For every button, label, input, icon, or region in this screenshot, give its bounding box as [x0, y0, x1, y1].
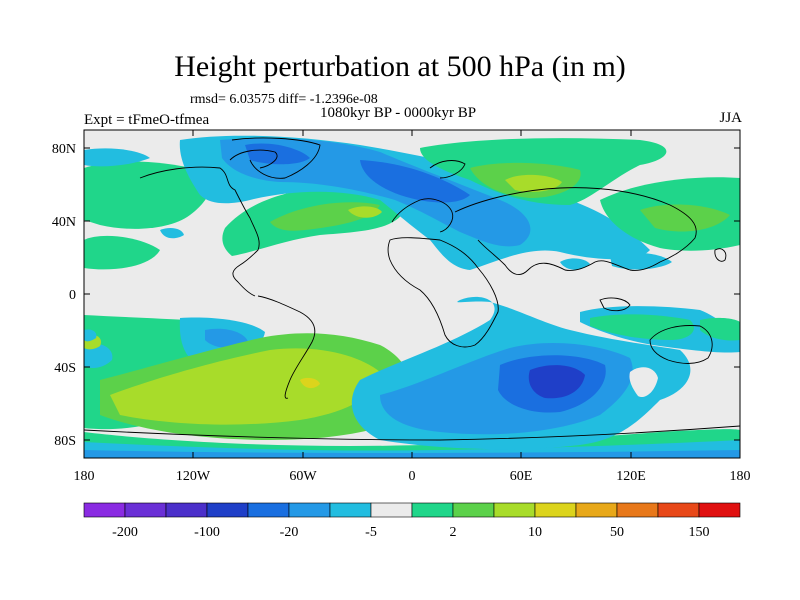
colorbar-swatch — [165, 502, 208, 518]
lon-label-60e: 60E — [510, 469, 533, 484]
contour-region — [560, 258, 590, 270]
colorbar-swatch — [370, 502, 413, 518]
contour-region — [84, 343, 113, 368]
colorbar-swatch — [288, 502, 331, 518]
lon-label-60w: 60W — [289, 469, 317, 484]
colorbar-swatch — [698, 502, 741, 518]
contour-region — [348, 206, 382, 218]
contour-field — [84, 130, 740, 458]
lon-label-120w: 120W — [176, 469, 211, 484]
contour-region — [300, 377, 320, 389]
longitude-axis — [83, 130, 741, 458]
colorbar-swatch — [575, 502, 618, 518]
colorbar-swatch — [329, 502, 372, 518]
colorbar-label: -20 — [280, 525, 299, 540]
colorbar-swatch — [493, 502, 536, 518]
lat-label-40s: 40S — [54, 361, 76, 376]
lat-label-0: 0 — [69, 288, 76, 303]
contour-region — [84, 329, 97, 342]
lat-label-80s: 80S — [54, 434, 76, 449]
colorbar-swatch — [657, 502, 700, 518]
latitude-axis — [84, 147, 740, 441]
lon-label-0: 0 — [409, 469, 416, 484]
season-label: JJA — [719, 110, 742, 126]
plot-title: Height perturbation at 500 hPa (in m) — [174, 50, 626, 83]
colorbar-swatch — [452, 502, 495, 518]
contour-region — [84, 235, 160, 270]
coastlines — [84, 137, 740, 441]
contour-region — [205, 328, 248, 348]
colorbar-swatch — [616, 502, 659, 518]
colorbar-swatch — [247, 502, 290, 518]
colorbar-label: -200 — [112, 525, 138, 540]
colorbar-swatch — [206, 502, 249, 518]
colorbar-swatch — [124, 502, 167, 518]
contour-region — [160, 227, 184, 239]
lon-label-180w: 180 — [74, 469, 95, 484]
colorbar-swatch — [534, 502, 577, 518]
colorbar-label: 50 — [610, 525, 624, 540]
experiment-label: Expt = tFmeO-tfmea — [84, 112, 210, 128]
colorbar-swatch — [411, 502, 454, 518]
colorbar-label: 150 — [689, 525, 710, 540]
lat-label-80n: 80N — [52, 142, 76, 157]
colorbar-label: -5 — [365, 525, 377, 540]
contour-region — [590, 314, 694, 340]
contour-region — [640, 204, 730, 232]
contour-region — [110, 348, 380, 425]
lon-label-180e: 180 — [730, 469, 751, 484]
colorbar-label: 10 — [528, 525, 542, 540]
period-label: 1080kyr BP - 0000kyr BP — [320, 105, 477, 121]
contour-region — [84, 161, 211, 229]
contour-region — [360, 160, 470, 203]
contour-region — [610, 252, 672, 270]
lat-label-40n: 40N — [52, 215, 76, 230]
contour-region — [245, 143, 310, 165]
contour-region — [528, 365, 585, 399]
contour-region — [84, 148, 150, 167]
colorbar-swatch — [83, 502, 126, 518]
colorbar: -200 -100 -20 -5 2 10 50 150 — [83, 502, 741, 540]
contour-region — [629, 367, 658, 398]
contour-region — [505, 174, 562, 192]
rmsd-stats: rmsd= 6.03575 diff= -1.2396e-08 — [190, 92, 378, 107]
colorbar-label: -100 — [194, 525, 220, 540]
colorbar-label: 2 — [450, 525, 457, 540]
lon-label-120e: 120E — [616, 469, 646, 484]
